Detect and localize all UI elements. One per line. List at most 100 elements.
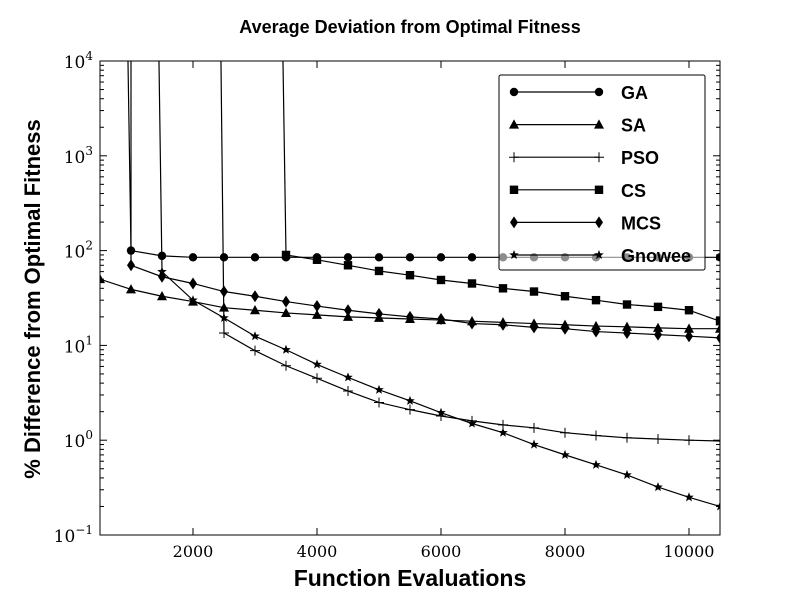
data-point-gnowee — [715, 501, 720, 511]
data-point-gnowee — [560, 449, 570, 459]
legend-marker-pso — [509, 152, 519, 163]
data-point-mcs — [127, 259, 135, 272]
data-point-sa — [281, 307, 291, 317]
data-point-gnowee — [498, 427, 508, 437]
y-tick-exponent: 1 — [85, 333, 93, 347]
data-point-cs — [281, 250, 291, 260]
data-point-cs — [436, 275, 446, 285]
data-point-cs — [684, 306, 694, 315]
y-tick-label: 100 — [64, 428, 93, 452]
legend-label-ga: GA — [621, 83, 648, 103]
data-point-sa — [653, 322, 663, 332]
series-line-gnowee — [158, 61, 720, 508]
y-tick-exponent: −1 — [75, 523, 93, 537]
data-point-cs — [374, 266, 384, 276]
legend-marker-gnowee — [509, 250, 519, 260]
data-point-ga — [374, 253, 384, 262]
data-point-sa — [100, 273, 105, 284]
data-point-mcs — [468, 317, 476, 330]
data-point-pso — [529, 422, 539, 433]
data-point-pso — [405, 404, 415, 415]
y-tick-exponent: 4 — [85, 49, 93, 63]
data-point-pso — [250, 345, 260, 356]
y-tick-label: 102 — [64, 239, 93, 263]
data-point-mcs — [654, 328, 662, 341]
data-point-pso — [560, 427, 570, 438]
data-point-ga — [250, 253, 260, 262]
data-point-pso — [622, 432, 632, 443]
legend-box — [498, 74, 706, 271]
y-tick-label: 101 — [64, 333, 93, 357]
data-point-gnowee — [250, 331, 260, 341]
y-tick-exponent: 2 — [85, 239, 93, 253]
data-point-cs — [467, 279, 477, 288]
data-point-cs — [405, 271, 415, 280]
chart-title: Average Deviation from Optimal Fitness — [239, 17, 580, 37]
data-point-ga — [436, 253, 446, 262]
y-tick-base: 10 — [64, 53, 86, 73]
data-point-sa — [250, 305, 260, 315]
data-point-ga — [219, 253, 229, 262]
y-tick-exponent: 0 — [85, 428, 93, 442]
data-point-gnowee — [188, 295, 198, 305]
data-point-gnowee — [591, 459, 601, 469]
data-point-sa — [715, 323, 720, 333]
data-point-pso — [684, 435, 694, 446]
y-tick-base: 10 — [64, 243, 86, 263]
data-point-mcs — [561, 322, 569, 335]
legend-marker-sa — [594, 119, 604, 129]
data-point-mcs — [716, 331, 720, 344]
data-point-gnowee — [684, 492, 694, 502]
data-point-gnowee — [653, 482, 663, 492]
legend: GA SA PSO CS MCS Gnowee — [498, 74, 706, 271]
data-point-gnowee — [405, 395, 415, 405]
legend-marker-ga — [594, 87, 604, 97]
legend-marker-mcs — [595, 216, 603, 229]
y-tick-base: 10 — [64, 148, 86, 168]
x-tick-label: 10000 — [664, 542, 715, 561]
legend-label-mcs: MCS — [621, 213, 661, 233]
y-tick-label: 103 — [64, 144, 93, 168]
data-point-cs — [498, 284, 508, 293]
legend-marker-gnowee — [594, 250, 604, 260]
data-point-gnowee — [467, 418, 477, 428]
data-point-pso — [653, 433, 663, 444]
y-tick-base: 10 — [54, 527, 76, 547]
data-point-ga — [188, 253, 198, 262]
data-point-sa — [157, 291, 167, 301]
axes-frame — [99, 60, 721, 536]
data-point-cs — [343, 261, 353, 270]
x-axis-label: Function Evaluations — [294, 565, 527, 591]
data-point-mcs — [499, 318, 507, 331]
data-point-gnowee — [281, 344, 291, 354]
data-point-mcs — [189, 277, 197, 290]
data-point-ga — [467, 253, 477, 262]
data-point-gnowee — [312, 359, 322, 369]
legend-marker-sa — [509, 119, 519, 129]
data-point-sa — [126, 284, 136, 294]
data-point-mcs — [530, 321, 538, 334]
x-tick-label: 4000 — [297, 542, 338, 561]
data-point-cs — [312, 255, 322, 264]
legend-marker-cs — [594, 185, 604, 194]
legend-marker-cs — [509, 185, 519, 194]
data-point-cs — [622, 300, 632, 309]
data-point-pso — [312, 373, 322, 384]
legend-label-pso: PSO — [621, 148, 659, 168]
data-point-pso — [281, 360, 291, 371]
y-axis-label: % Difference from Optimal Fitness — [20, 119, 45, 478]
data-point-mcs — [437, 312, 445, 325]
data-point-sa — [343, 311, 353, 321]
data-point-gnowee — [374, 384, 384, 394]
data-point-sa — [312, 309, 322, 319]
data-point-cs — [653, 302, 663, 312]
data-point-ga — [343, 253, 353, 262]
data-point-sa — [622, 321, 632, 331]
data-point-mcs — [313, 300, 321, 313]
legend-marker-ga — [509, 87, 519, 97]
data-point-mcs — [282, 295, 290, 308]
data-point-gnowee — [622, 469, 632, 479]
x-tick-label: 6000 — [421, 542, 462, 561]
